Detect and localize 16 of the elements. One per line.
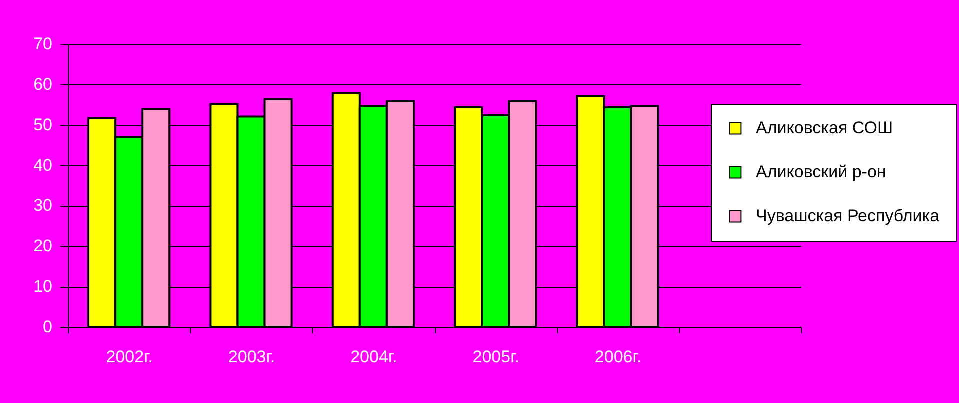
y-tick-label: 70 [34,34,52,54]
y-tick-label: 30 [34,196,52,216]
x-tick-label: 2002г. [106,348,153,366]
y-tick-label: 40 [34,156,52,175]
x-tick-label: 2004г. [350,348,398,366]
y-tick-label: 0 [43,318,52,336]
legend-label: Аликовская СОШ [756,118,894,138]
y-tick-label: 10 [34,277,52,296]
x-tick-label: 2003г. [228,348,276,366]
x-tick-label: 2005г. [472,348,520,366]
legend-label: Чувашская Республика [756,206,940,226]
y-tick-label: 50 [34,115,52,134]
y-tick-label: 20 [34,236,52,256]
legend-label: Аликовский р-он [756,162,886,182]
y-tick-label: 60 [34,74,52,94]
x-tick-label: 2006г. [594,348,642,366]
